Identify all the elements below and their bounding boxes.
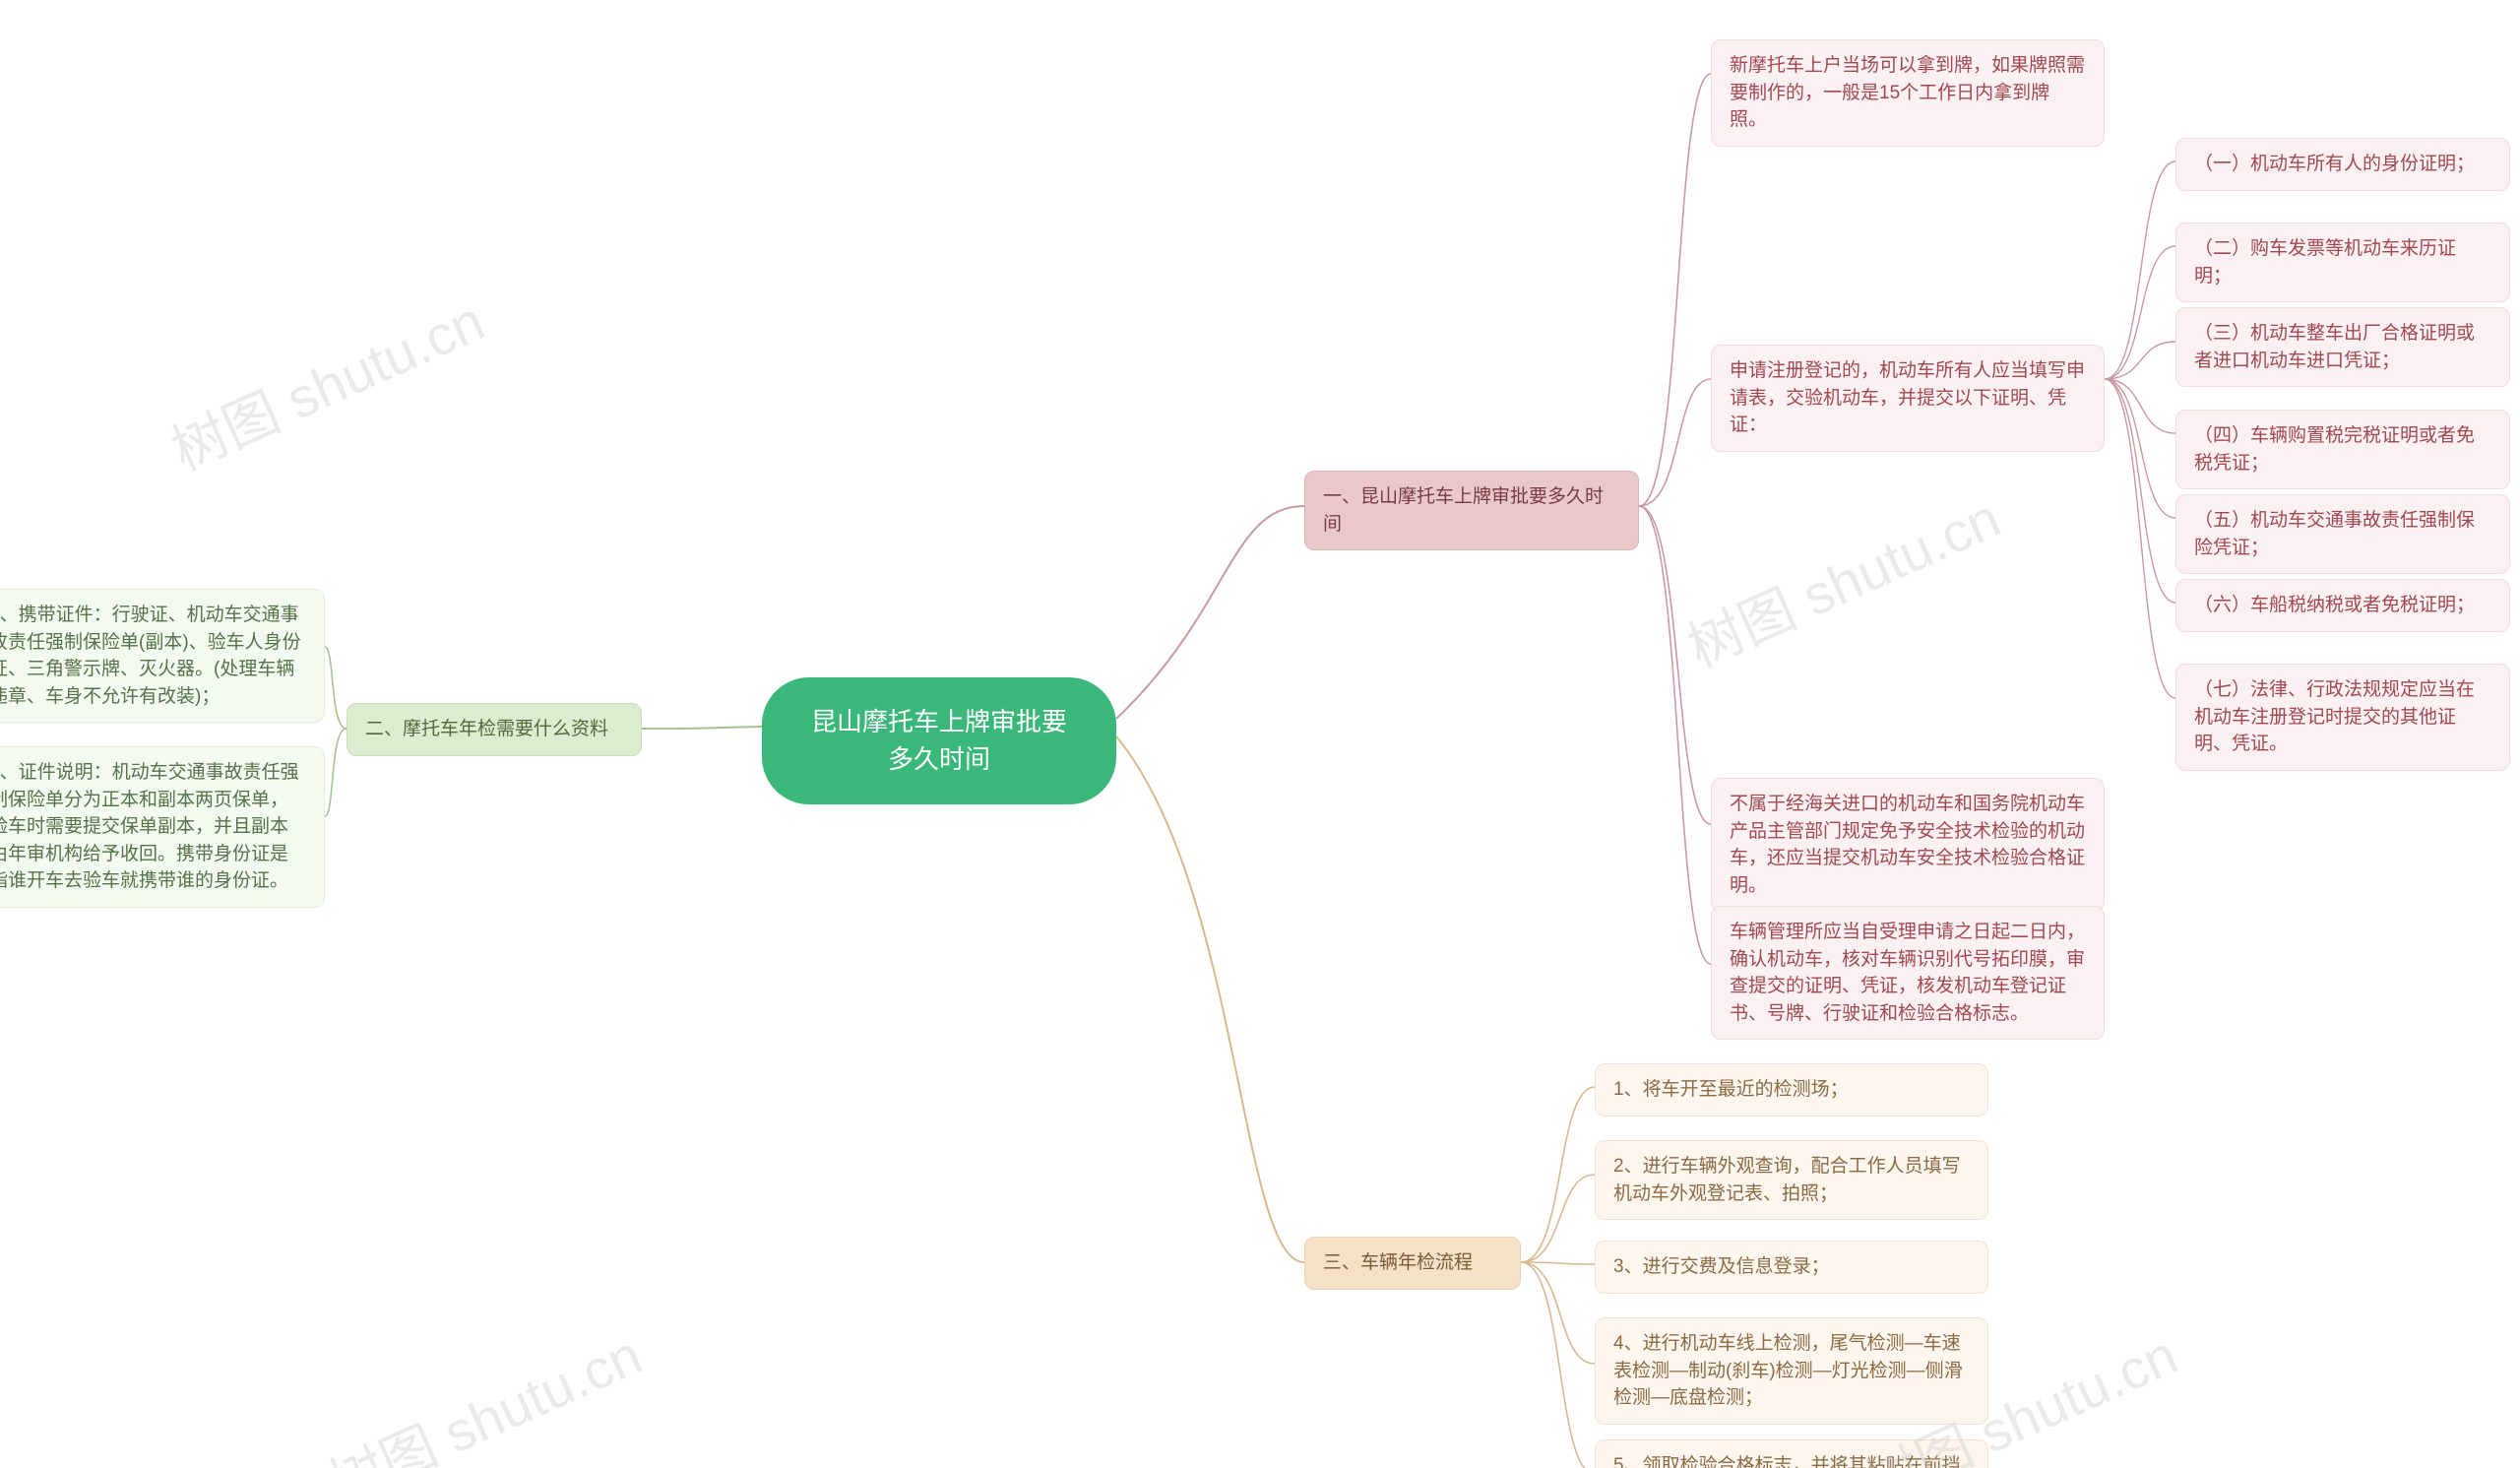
watermark: 树图 shutu.cn — [1673, 475, 2011, 683]
branch-1-leaf-3[interactable]: 不属于经海关进口的机动车和国务院机动车产品主管部门规定免予安全技术检验的机动车，… — [1711, 778, 2105, 912]
branch-3-leaf-3[interactable]: 3、进行交费及信息登录； — [1595, 1241, 1988, 1294]
branch-3-leaf-2[interactable]: 2、进行车辆外观查询，配合工作人员填写机动车外观登记表、拍照； — [1595, 1140, 1988, 1220]
branch-1-leaf-2-child-2[interactable]: （二）购车发票等机动车来历证明； — [2175, 223, 2510, 302]
branch-2[interactable]: 二、摩托车年检需要什么资料 — [346, 703, 642, 756]
branch-1-leaf-2-child-1[interactable]: （一）机动车所有人的身份证明； — [2175, 138, 2510, 191]
watermark: 树图 shutu.cn — [158, 278, 495, 486]
branch-1-leaf-2-child-7[interactable]: （七）法律、行政法规规定应当在机动车注册登记时提交的其他证明、凭证。 — [2175, 664, 2510, 771]
branch-1[interactable]: 一、昆山摩托车上牌审批要多久时间 — [1304, 471, 1639, 550]
branch-1-leaf-2-child-3[interactable]: （三）机动车整车出厂合格证明或者进口机动车进口凭证； — [2175, 307, 2510, 387]
branch-3-leaf-5[interactable]: 5、领取检验合格标志，并将其粘贴在前挡风玻璃右上角。 — [1595, 1439, 1988, 1468]
root-node[interactable]: 昆山摩托车上牌审批要多久时间 — [762, 677, 1116, 804]
watermark: 树图 shutu.cn — [315, 1311, 653, 1468]
branch-1-leaf-2-child-5[interactable]: （五）机动车交通事故责任强制保险凭证； — [2175, 494, 2510, 574]
branch-3-leaf-1[interactable]: 1、将车开至最近的检测场； — [1595, 1063, 1988, 1117]
branch-1-leaf-2-child-6[interactable]: （六）车船税纳税或者免税证明； — [2175, 579, 2510, 632]
branch-1-leaf-1[interactable]: 新摩托车上户当场可以拿到牌，如果牌照需要制作的，一般是15个工作日内拿到牌照。 — [1711, 39, 2105, 147]
branch-2-leaf-2[interactable]: 2、证件说明：机动车交通事故责任强制保险单分为正本和副本两页保单，验车时需要提交… — [0, 746, 325, 908]
branch-3-leaf-4[interactable]: 4、进行机动车线上检测，尾气检测—车速表检测—制动(刹车)检测—灯光检测—侧滑检… — [1595, 1317, 1988, 1425]
branch-3[interactable]: 三、车辆年检流程 — [1304, 1237, 1521, 1290]
branch-2-leaf-1[interactable]: 1、携带证件：行驶证、机动车交通事故责任强制保险单(副本)、验车人身份证、三角警… — [0, 589, 325, 723]
branch-1-leaf-2-child-4[interactable]: （四）车辆购置税完税证明或者免税凭证； — [2175, 410, 2510, 489]
branch-1-leaf-2[interactable]: 申请注册登记的，机动车所有人应当填写申请表，交验机动车，并提交以下证明、凭证： — [1711, 345, 2105, 452]
branch-1-leaf-4[interactable]: 车辆管理所应当自受理申请之日起二日内，确认机动车，核对车辆识别代号拓印膜，审查提… — [1711, 906, 2105, 1040]
mindmap-canvas: 昆山摩托车上牌审批要多久时间 一、昆山摩托车上牌审批要多久时间 新摩托车上户当场… — [0, 0, 2520, 1468]
